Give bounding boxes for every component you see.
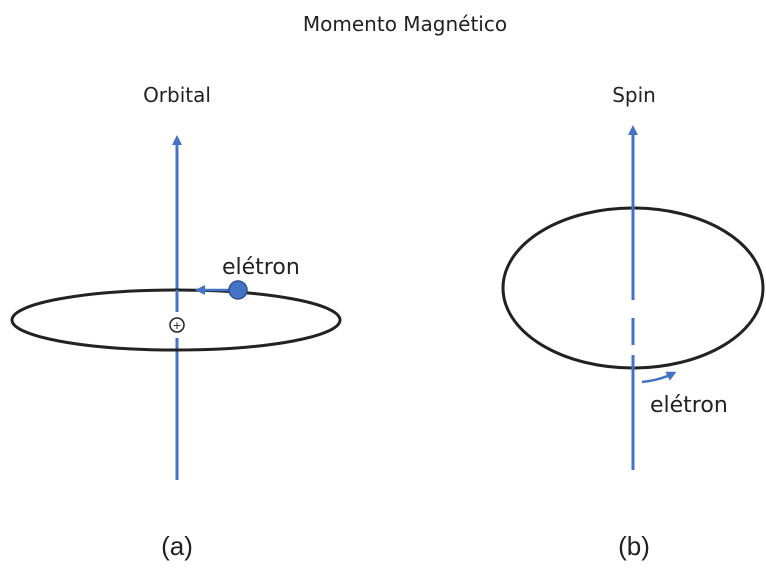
electron: [228, 280, 248, 300]
caption: (b): [618, 531, 650, 561]
heading: Spin: [612, 83, 656, 107]
caption: (a): [161, 531, 193, 561]
nucleus: [169, 317, 185, 333]
electron-label: elétron: [222, 255, 300, 280]
electron-label: elétron: [650, 393, 728, 418]
heading: Orbital: [143, 83, 211, 107]
title: Momento Magnético: [303, 12, 507, 36]
spin-arrow: [641, 371, 677, 384]
plus: +: [172, 319, 181, 332]
